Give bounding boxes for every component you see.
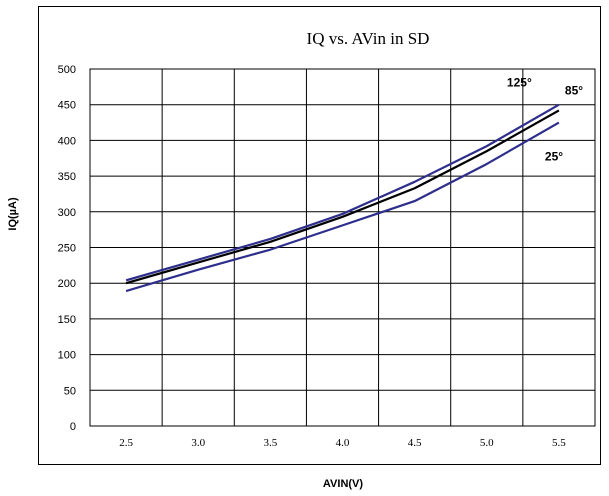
x-tick-label: 5.0 (480, 437, 494, 449)
y-tick-label: 300 (58, 207, 76, 219)
series-line (126, 110, 559, 283)
x-tick-label: 4.5 (408, 437, 422, 449)
y-tick-label: 0 (70, 421, 76, 433)
y-tick-label: 150 (58, 314, 76, 326)
y-tick-label: 450 (58, 100, 76, 112)
y-axis-label: IQ(µA) (7, 197, 19, 231)
y-tick-label: 250 (58, 243, 76, 255)
grid-layer (90, 69, 595, 426)
x-tick-label: 3.5 (263, 437, 277, 449)
series-layer (126, 105, 559, 291)
y-tick-label: 500 (58, 64, 76, 76)
x-tick-label: 3.0 (191, 437, 205, 449)
y-tick-label: 100 (58, 350, 76, 362)
x-tick-label: 2.5 (119, 437, 133, 449)
y-tick-label: 200 (58, 278, 76, 290)
y-tick-label: 350 (58, 171, 76, 183)
chart-title: IQ vs. AVin in SD (307, 29, 430, 48)
series-label: 125° (507, 76, 532, 90)
series-line (126, 105, 559, 281)
y-tick-label: 50 (64, 385, 76, 397)
label-layer: 0 50 100 150 200 250 300 350 400 450 500 2.5 3.0 3.5 4… (58, 64, 584, 449)
x-tick-label: 4.0 (336, 437, 350, 449)
x-tick-label: 5.5 (552, 437, 566, 449)
series-label: 25° (545, 150, 563, 164)
series-label: 85° (565, 83, 583, 97)
y-tick-label: 400 (58, 135, 76, 147)
x-axis-label: AVIN(V) (323, 478, 363, 490)
